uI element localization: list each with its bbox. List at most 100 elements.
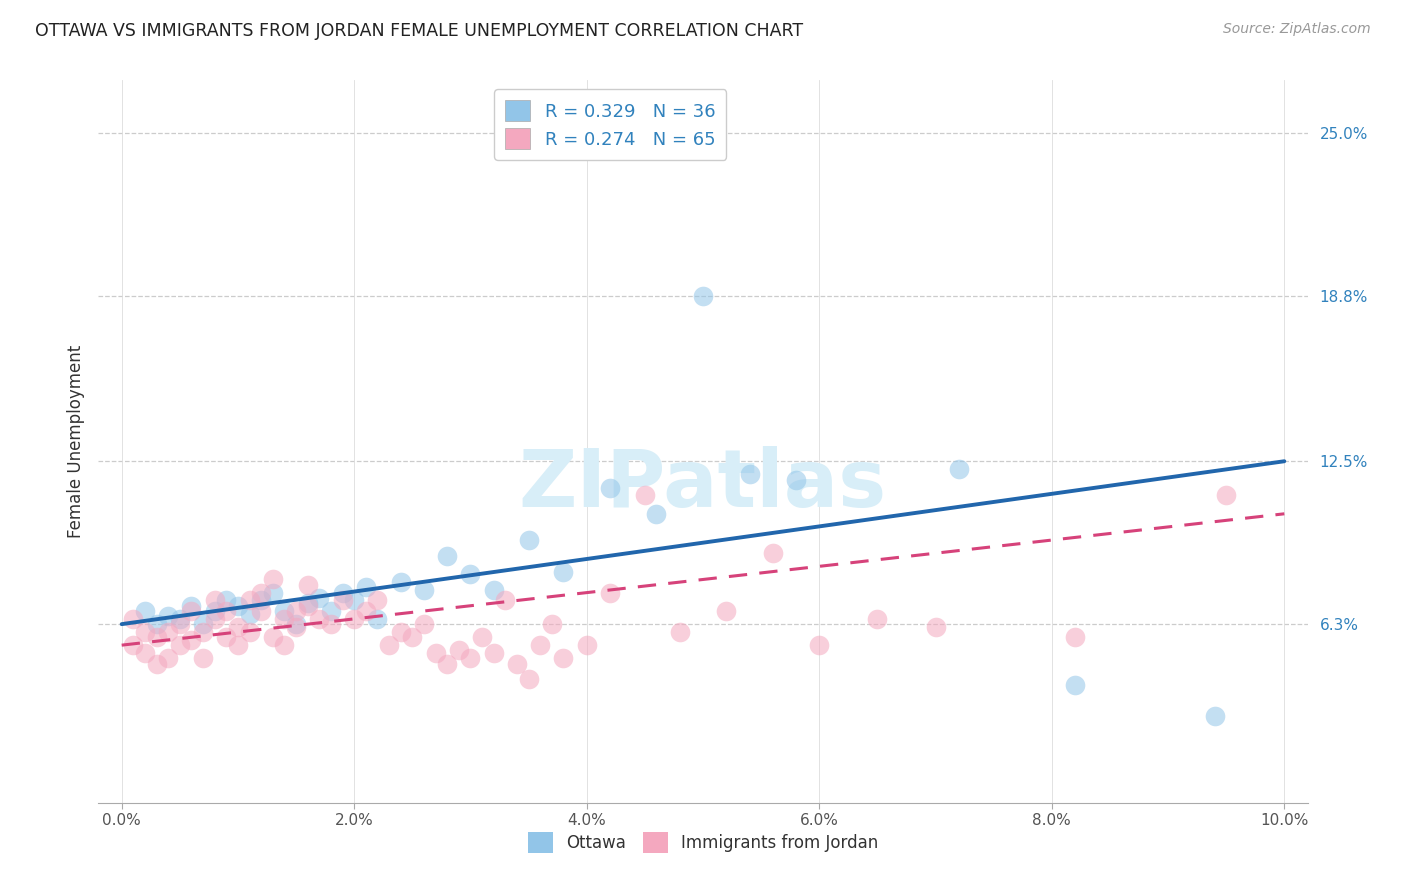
Point <box>343 593 366 607</box>
Text: ZIPatlas: ZIPatlas <box>519 446 887 524</box>
Point <box>482 582 505 597</box>
Point <box>204 604 226 618</box>
Point <box>145 630 167 644</box>
Point <box>285 617 308 632</box>
Point <box>180 599 202 613</box>
Point <box>297 596 319 610</box>
Point <box>157 609 180 624</box>
Legend: Ottawa, Immigrants from Jordan: Ottawa, Immigrants from Jordan <box>522 826 884 860</box>
Point <box>215 604 238 618</box>
Point <box>262 585 284 599</box>
Point <box>273 604 295 618</box>
Point <box>948 462 970 476</box>
Point <box>239 625 262 640</box>
Point <box>204 612 226 626</box>
Point <box>354 604 377 618</box>
Point <box>716 604 738 618</box>
Point <box>169 612 191 626</box>
Point <box>285 620 308 634</box>
Point <box>215 630 238 644</box>
Point <box>762 546 785 560</box>
Point <box>226 620 249 634</box>
Point <box>460 567 482 582</box>
Point <box>250 604 273 618</box>
Point <box>645 507 668 521</box>
Point <box>738 467 761 482</box>
Point <box>157 625 180 640</box>
Point <box>366 593 388 607</box>
Point <box>460 651 482 665</box>
Point <box>343 612 366 626</box>
Point <box>134 604 156 618</box>
Point <box>297 578 319 592</box>
Point <box>180 632 202 647</box>
Point <box>436 549 458 563</box>
Point <box>319 617 342 632</box>
Point <box>191 625 214 640</box>
Point <box>134 625 156 640</box>
Point <box>1064 630 1087 644</box>
Point <box>634 488 657 502</box>
Point <box>354 580 377 594</box>
Point <box>308 591 330 605</box>
Point <box>447 643 470 657</box>
Point <box>215 593 238 607</box>
Point <box>250 593 273 607</box>
Point <box>517 533 540 547</box>
Point <box>122 612 145 626</box>
Point <box>668 625 690 640</box>
Point <box>425 646 447 660</box>
Point <box>204 593 226 607</box>
Point <box>692 289 714 303</box>
Point <box>319 604 342 618</box>
Point <box>308 612 330 626</box>
Point <box>517 673 540 687</box>
Point <box>553 651 575 665</box>
Point <box>482 646 505 660</box>
Point <box>553 565 575 579</box>
Point <box>436 657 458 671</box>
Point <box>575 638 598 652</box>
Point <box>169 638 191 652</box>
Point <box>494 593 516 607</box>
Point <box>471 630 494 644</box>
Point <box>273 612 295 626</box>
Point <box>297 599 319 613</box>
Point <box>866 612 889 626</box>
Point <box>250 585 273 599</box>
Point <box>122 638 145 652</box>
Point <box>226 599 249 613</box>
Point <box>262 630 284 644</box>
Point <box>239 593 262 607</box>
Text: OTTAWA VS IMMIGRANTS FROM JORDAN FEMALE UNEMPLOYMENT CORRELATION CHART: OTTAWA VS IMMIGRANTS FROM JORDAN FEMALE … <box>35 22 803 40</box>
Point <box>191 617 214 632</box>
Point <box>924 620 946 634</box>
Point <box>157 651 180 665</box>
Y-axis label: Female Unemployment: Female Unemployment <box>66 345 84 538</box>
Point <box>239 607 262 621</box>
Point <box>332 593 354 607</box>
Point <box>180 604 202 618</box>
Point <box>145 617 167 632</box>
Point <box>366 612 388 626</box>
Point <box>599 585 621 599</box>
Point <box>785 473 807 487</box>
Point <box>145 657 167 671</box>
Point <box>273 638 295 652</box>
Point <box>389 625 412 640</box>
Point <box>332 585 354 599</box>
Point <box>169 617 191 632</box>
Point <box>540 617 562 632</box>
Point <box>1215 488 1237 502</box>
Point <box>413 582 436 597</box>
Point <box>529 638 551 652</box>
Point <box>285 604 308 618</box>
Point <box>1204 709 1226 723</box>
Text: Source: ZipAtlas.com: Source: ZipAtlas.com <box>1223 22 1371 37</box>
Point <box>226 638 249 652</box>
Point <box>808 638 831 652</box>
Point <box>599 481 621 495</box>
Point <box>389 575 412 590</box>
Point <box>413 617 436 632</box>
Point <box>134 646 156 660</box>
